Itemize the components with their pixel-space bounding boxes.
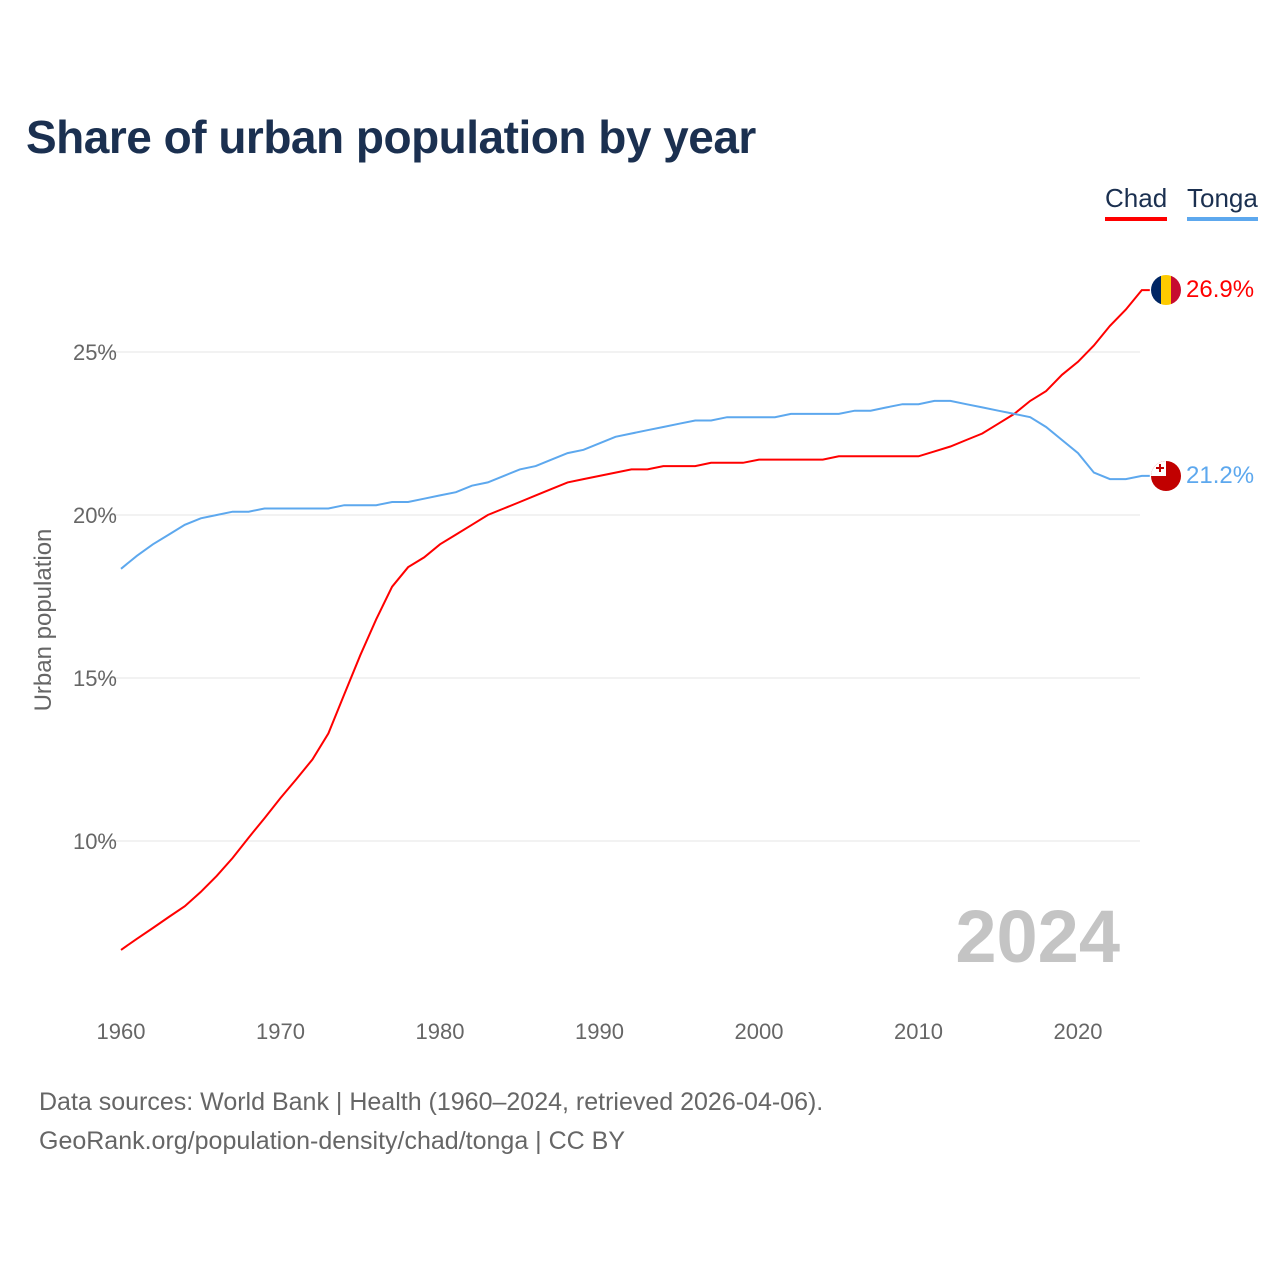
y-tick-label: 25% [73, 340, 117, 365]
y-tick-label: 20% [73, 503, 117, 528]
x-tick-label: 2010 [894, 1019, 943, 1044]
tonga-flag-icon [1151, 461, 1181, 491]
y-tick-label: 15% [73, 666, 117, 691]
y-tick-label: 10% [73, 829, 117, 854]
y-axis-label: Urban population [30, 529, 57, 712]
tonga-end-label: 21.2% [1186, 462, 1254, 489]
x-tick-label: 1970 [256, 1019, 305, 1044]
x-tick-label: 1990 [575, 1019, 624, 1044]
legend-chad[interactable]: Chad [1105, 183, 1168, 221]
series-line-chad [120, 289, 1150, 951]
x-tick-label: 1960 [97, 1019, 146, 1044]
chart-title: Share of urban population by year [26, 111, 756, 163]
chad-flag-icon [1151, 275, 1181, 305]
x-tick-label: 2020 [1054, 1019, 1103, 1044]
legend-tonga[interactable]: Tonga [1187, 183, 1258, 221]
year-watermark: 2024 [955, 895, 1120, 978]
series-line-tonga [120, 399, 1150, 570]
source-link[interactable]: GeoRank.org/population-density/chad/tong… [39, 1127, 626, 1155]
chad-end-label: 26.9% [1186, 276, 1254, 303]
data-source-text: Data sources: World Bank | Health (1960–… [39, 1088, 824, 1116]
x-tick-label: 2000 [735, 1019, 784, 1044]
x-tick-label: 1980 [416, 1019, 465, 1044]
